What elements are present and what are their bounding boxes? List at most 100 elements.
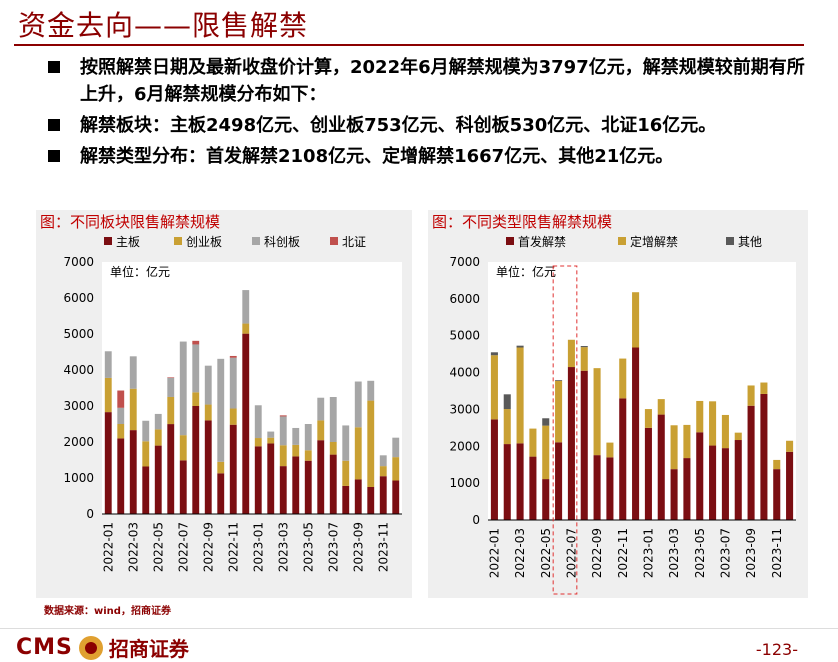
bar-segment: [304, 450, 312, 461]
legend-swatch: [330, 237, 338, 245]
bullet-text: 解禁板块：主板2498亿元、创业板753亿元、科创板530亿元、北证16亿元。: [80, 115, 717, 136]
y-tick-label: 7000: [449, 255, 480, 269]
bar-segment: [670, 469, 678, 520]
x-tick-label: 2022-11: [616, 528, 630, 578]
bar-segment: [542, 479, 550, 520]
y-tick-label: 5000: [63, 327, 94, 341]
bar-segment: [192, 406, 200, 514]
y-tick-label: 6000: [63, 291, 94, 305]
bar-segment: [167, 377, 175, 397]
legend-item: 定增解禁: [618, 234, 678, 249]
x-tick-label: 2022-11: [226, 522, 240, 572]
bar-segment: [657, 414, 665, 520]
chart-title: 图：不同板块限售解禁规模: [40, 213, 220, 231]
bar-segment: [670, 425, 678, 470]
bar-segment: [516, 345, 524, 348]
bar-segment: [229, 357, 237, 409]
x-tick-label: 2022-07: [564, 528, 578, 578]
bar-segment: [217, 358, 225, 462]
bullet-text: 解禁类型分布：首发解禁2108亿元、定增解禁1667亿元、其他21亿元。: [80, 146, 674, 167]
bar-segment: [167, 424, 175, 514]
bar-segment: [142, 420, 150, 442]
bar-segment: [317, 420, 325, 441]
bar-segment: [292, 427, 300, 445]
y-tick-label: 7000: [63, 255, 94, 269]
bar-segment: [254, 438, 262, 447]
y-tick-label: 0: [86, 507, 94, 521]
bar-segment: [142, 441, 150, 467]
cms-logo: CMS 招商证券: [16, 633, 189, 662]
bar-segment: [367, 487, 375, 514]
legend-label: 其他: [738, 235, 762, 249]
bar-segment: [567, 367, 575, 520]
bar-segment: [254, 446, 262, 514]
bar-segment: [760, 393, 768, 520]
bullet-square-icon: [48, 119, 60, 131]
data-source-note: 数据来源：wind，招商证券: [44, 606, 171, 617]
bullet-item: 解禁类型分布：首发解禁2108亿元、定增解禁1667亿元、其他21亿元。: [48, 143, 818, 170]
logo-text: CMS: [16, 635, 73, 660]
bar-segment: [709, 401, 717, 446]
bar-segment: [644, 409, 652, 428]
bar-segment: [580, 370, 588, 520]
x-tick-label: 2023-11: [376, 522, 390, 572]
bar-segment: [529, 456, 537, 520]
legend-item: 其他: [726, 235, 762, 249]
bar-segment: [593, 455, 601, 520]
bar-segment: [773, 459, 781, 470]
bar-segment: [279, 466, 287, 514]
bar-segment: [516, 443, 524, 520]
bar-segment: [154, 429, 162, 446]
chart-title: 图：不同类型限售解禁规模: [432, 213, 612, 231]
logo-cn-text: 招商证券: [108, 637, 189, 661]
y-tick-label: 5000: [449, 329, 480, 343]
legend-swatch: [104, 237, 112, 245]
bar-segment: [490, 419, 498, 520]
bar-segment: [104, 412, 112, 514]
bar-segment: [696, 432, 704, 520]
bar-segment: [179, 460, 187, 514]
bar-segment: [683, 458, 691, 520]
bar-segment: [555, 380, 563, 381]
x-tick-label: 2023-09: [351, 522, 365, 572]
bar-segment: [342, 425, 350, 461]
bar-segment: [242, 333, 250, 514]
plot-area: [488, 262, 796, 520]
bar-segment: [542, 425, 550, 480]
x-tick-label: 2023-01: [641, 528, 655, 578]
bar-segment: [529, 428, 537, 457]
bar-segment: [117, 390, 125, 408]
plot-area: [102, 262, 402, 514]
legend-swatch: [506, 237, 514, 245]
bar-segment: [606, 457, 614, 520]
bar-segment: [555, 442, 563, 520]
bar-segment: [379, 476, 387, 514]
bar-segment: [580, 347, 588, 371]
y-tick-label: 2000: [63, 435, 94, 449]
x-tick-label: 2023-03: [667, 528, 681, 578]
legend-swatch: [726, 237, 734, 245]
x-tick-label: 2022-03: [126, 522, 140, 572]
bar-segment: [567, 339, 575, 368]
bar-segment: [104, 351, 112, 378]
bar-segment: [329, 442, 337, 455]
bar-segment: [292, 456, 300, 514]
legend-label: 科创板: [264, 235, 300, 249]
bar-segment: [129, 430, 137, 514]
unit-label: 单位：亿元: [110, 264, 170, 279]
bar-segment: [192, 340, 200, 345]
bar-segment: [696, 400, 704, 433]
x-tick-label: 2022-09: [590, 528, 604, 578]
type-chart-panel: 图：不同类型限售解禁规模 首发解禁 定增解禁 其他 0 1000 2000 3000 4000 5…: [428, 210, 808, 598]
x-tick-label: 2022-01: [101, 522, 115, 572]
bar-segment: [786, 451, 794, 520]
y-tick-label: 3000: [63, 399, 94, 413]
bar-segment: [734, 432, 742, 441]
x-tick-label: 2023-03: [276, 522, 290, 572]
bar-segment: [760, 382, 768, 394]
bar-segment: [619, 398, 627, 520]
x-tick-label: 2023-01: [251, 522, 265, 572]
bar-segment: [204, 365, 212, 405]
